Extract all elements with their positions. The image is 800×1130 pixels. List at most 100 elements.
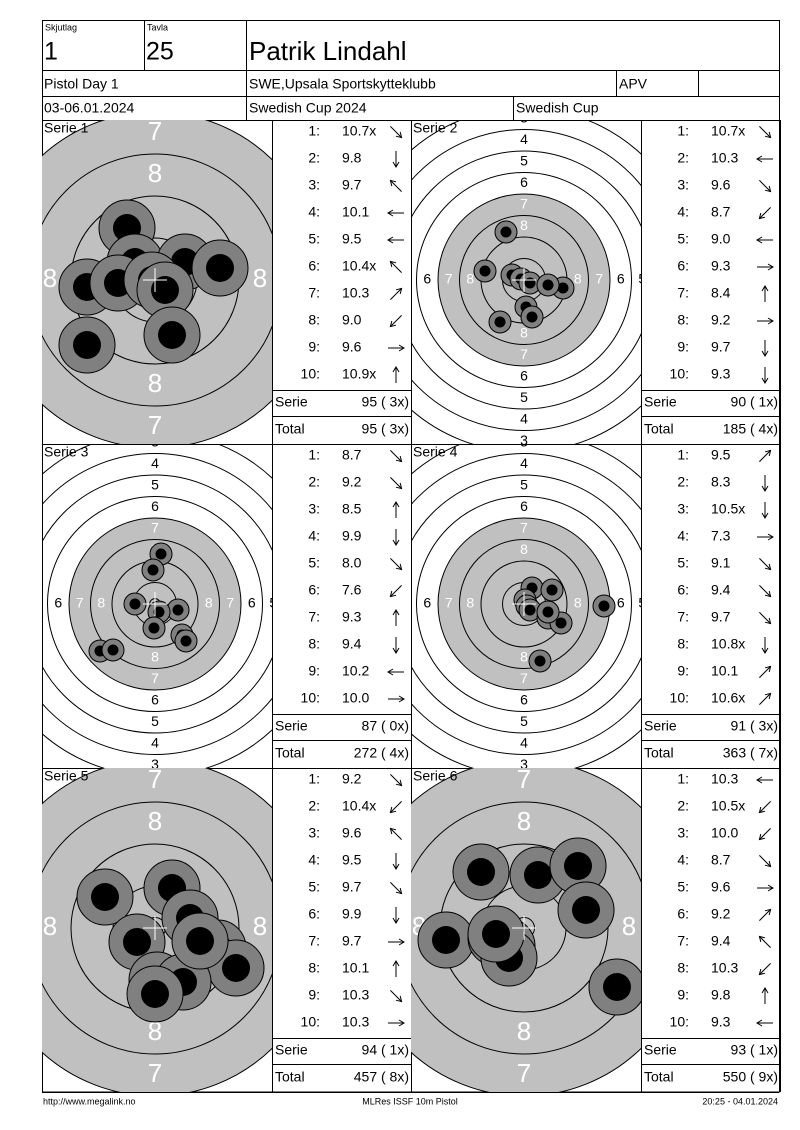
arrow-head <box>395 287 403 295</box>
ring-label: 8 <box>574 271 582 287</box>
ring-label: 8 <box>148 806 162 836</box>
shot-number: 8: <box>677 636 689 652</box>
arrow-head <box>761 512 769 519</box>
series-label: Serie 5 <box>44 768 89 784</box>
ring <box>416 172 632 388</box>
shot-score: 10.9x <box>342 366 376 382</box>
series-label: Serie 4 <box>413 444 458 460</box>
shot-score: 8.0 <box>342 555 362 571</box>
arrow <box>390 774 402 786</box>
shot-score: 9.2 <box>711 906 731 922</box>
shot-score: 10.1 <box>342 960 369 976</box>
shot-score: 10.1 <box>342 204 369 220</box>
arrow-head <box>756 155 763 163</box>
ring-label: 3 <box>151 756 159 772</box>
arrow-head <box>764 131 772 139</box>
ring-label: 5 <box>151 476 159 492</box>
shot-score: 9.6 <box>711 177 731 193</box>
shot-number: 10: <box>670 690 689 706</box>
shot-score: 10.0 <box>342 690 369 706</box>
ring-label: 8 <box>466 271 474 287</box>
arrow-head <box>392 863 400 870</box>
shot-score: 10.3 <box>342 285 369 301</box>
shot-number: 10: <box>301 366 320 382</box>
shot-score: 10.3 <box>711 150 738 166</box>
ring-label: 7 <box>295 911 309 941</box>
total-score: 363 ( 7x) <box>723 745 778 761</box>
shot-number: 5: <box>308 231 320 247</box>
shot-number: 2: <box>308 798 320 814</box>
ring-label: 3 <box>151 433 159 449</box>
shot-center <box>155 548 167 560</box>
arrow-head <box>758 833 766 841</box>
ring-label: 4 <box>660 595 668 611</box>
arrow-head <box>758 212 766 220</box>
shot-number: 10: <box>670 1014 689 1030</box>
ring <box>68 517 242 691</box>
arrow <box>390 801 402 813</box>
shot-number: 9: <box>677 339 689 355</box>
shot-center <box>524 861 552 889</box>
shot-number: 1: <box>308 771 320 787</box>
arrow-head <box>395 779 403 787</box>
ring-label: 7 <box>520 519 528 535</box>
ring-label: 8 <box>517 1016 531 1046</box>
arrow <box>759 828 771 840</box>
shot-number: 3: <box>677 825 689 841</box>
arrow <box>759 909 771 921</box>
ring-label: 7 <box>148 764 162 794</box>
dates: 03-06.01.2024 <box>44 100 135 116</box>
arrow <box>759 180 771 192</box>
shot-score: 9.3 <box>342 609 362 625</box>
shot-score: 9.3 <box>711 1014 731 1030</box>
shot-number: 9: <box>677 987 689 1003</box>
ring-label: 8 <box>205 595 213 611</box>
serie-label: Serie <box>275 394 308 410</box>
shot-score: 8.7 <box>711 852 731 868</box>
serie-label: Serie <box>275 718 308 734</box>
arrow-head <box>761 285 769 292</box>
shot-center <box>524 277 536 289</box>
shot-score: 9.7 <box>711 609 731 625</box>
ring-label: 4 <box>291 595 299 611</box>
arrow-head <box>389 806 397 814</box>
shot-number: 8: <box>677 312 689 328</box>
arrow-head <box>756 776 763 784</box>
shot-center <box>598 600 610 612</box>
ring-label: 4 <box>11 595 19 611</box>
ring-label: 8 <box>253 911 267 941</box>
shot-center <box>432 926 460 954</box>
ring-label: 8 <box>148 368 162 398</box>
shot-score: 9.5 <box>711 447 731 463</box>
arrow <box>759 126 771 138</box>
ring-label: 6 <box>617 271 625 287</box>
shot-score: 9.2 <box>711 312 731 328</box>
shot-score: 10.3 <box>342 1014 369 1030</box>
ring-label: 7 <box>520 195 528 211</box>
arrow-head <box>764 449 772 457</box>
shot-score: 9.7 <box>342 933 362 949</box>
ring-label: 7 <box>151 519 159 535</box>
arrow <box>390 990 402 1002</box>
shot-number: 5: <box>677 231 689 247</box>
ring-label: 6 <box>520 174 528 190</box>
shot-number: 4: <box>677 204 689 220</box>
shot-center <box>482 920 510 948</box>
shot-score: 10.3 <box>711 960 738 976</box>
shot-center <box>129 598 141 610</box>
arrow-head <box>392 501 400 508</box>
ring <box>411 801 641 1055</box>
arrow <box>759 612 771 624</box>
footer-link: http://www.megalink.no <box>43 1096 136 1106</box>
arrow-head <box>756 236 763 244</box>
shot-score: 9.3 <box>711 258 731 274</box>
shot-center <box>147 564 159 576</box>
shot-number: 3: <box>308 501 320 517</box>
ring-label: 8 <box>43 263 57 293</box>
arrow <box>390 477 402 489</box>
